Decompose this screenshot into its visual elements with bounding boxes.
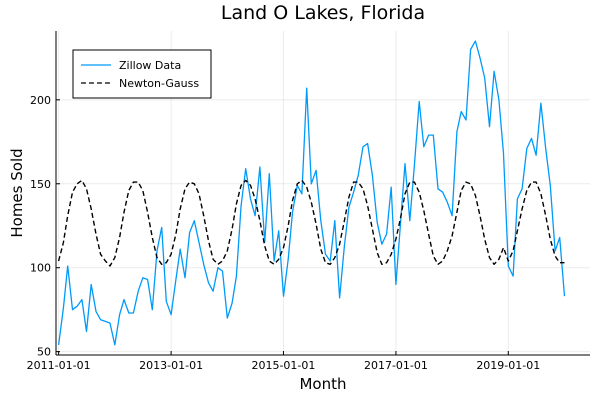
legend-box [72,49,212,99]
y-tick-label: 50 [37,346,51,359]
y-tick-label: 150 [30,178,51,191]
y-tick-label: 100 [30,262,51,275]
legend-label-newton-gauss: Newton-Gauss [119,77,199,90]
axes [55,31,590,356]
legend-label-zillow-data: Zillow Data [119,59,181,72]
x-axis-label: Month [299,375,346,393]
y-axis-label: Homes Sold [8,148,26,237]
series-line-zillow-data [57,40,566,346]
legend: Zillow Data Newton-Gauss [72,49,212,99]
x-tick-label: 2019-01-01 [476,359,540,372]
y-tick-label: 200 [30,94,51,107]
series-layer [57,40,566,346]
x-tick-label: 2013-01-01 [139,359,203,372]
grid [56,31,590,355]
x-tick-label: 2011-01-01 [27,359,91,372]
x-tick-label: 2015-01-01 [251,359,315,372]
x-tick-label: 2017-01-01 [364,359,428,372]
ticks: 50 100 150 200 2011-01-01 2013-01-01 2015-01-0… [27,94,541,372]
chart-title: Land O Lakes, Florida [221,2,425,24]
